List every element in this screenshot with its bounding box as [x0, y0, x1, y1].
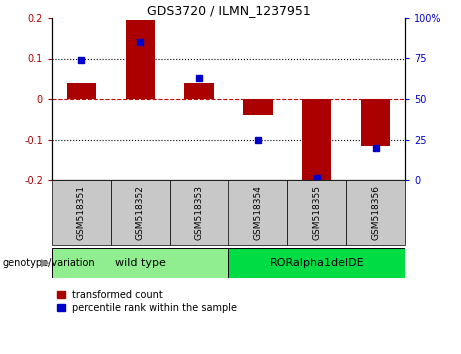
Bar [184, 83, 214, 99]
Bar [125, 20, 155, 99]
Bar [243, 99, 272, 115]
Bar [111, 180, 170, 245]
Text: GSM518351: GSM518351 [77, 185, 86, 240]
Bar [346, 180, 405, 245]
Text: genotype/variation: genotype/variation [2, 258, 95, 268]
Text: RORalpha1delDE: RORalpha1delDE [269, 258, 364, 268]
Bar [361, 99, 390, 145]
Text: ▶: ▶ [41, 258, 49, 268]
Bar [287, 180, 346, 245]
Bar [229, 248, 405, 278]
Text: GSM518356: GSM518356 [371, 185, 380, 240]
Bar [302, 99, 331, 182]
Bar [52, 180, 111, 245]
Text: GSM518353: GSM518353 [195, 185, 204, 240]
Title: GDS3720 / ILMN_1237951: GDS3720 / ILMN_1237951 [147, 4, 310, 17]
Bar [229, 180, 287, 245]
Bar [67, 83, 96, 99]
Text: GSM518352: GSM518352 [136, 185, 145, 240]
Text: GSM518355: GSM518355 [312, 185, 321, 240]
Text: wild type: wild type [115, 258, 165, 268]
Bar [170, 180, 229, 245]
Legend: transformed count, percentile rank within the sample: transformed count, percentile rank withi… [57, 290, 237, 313]
Bar [52, 248, 229, 278]
Text: GSM518354: GSM518354 [254, 185, 262, 240]
